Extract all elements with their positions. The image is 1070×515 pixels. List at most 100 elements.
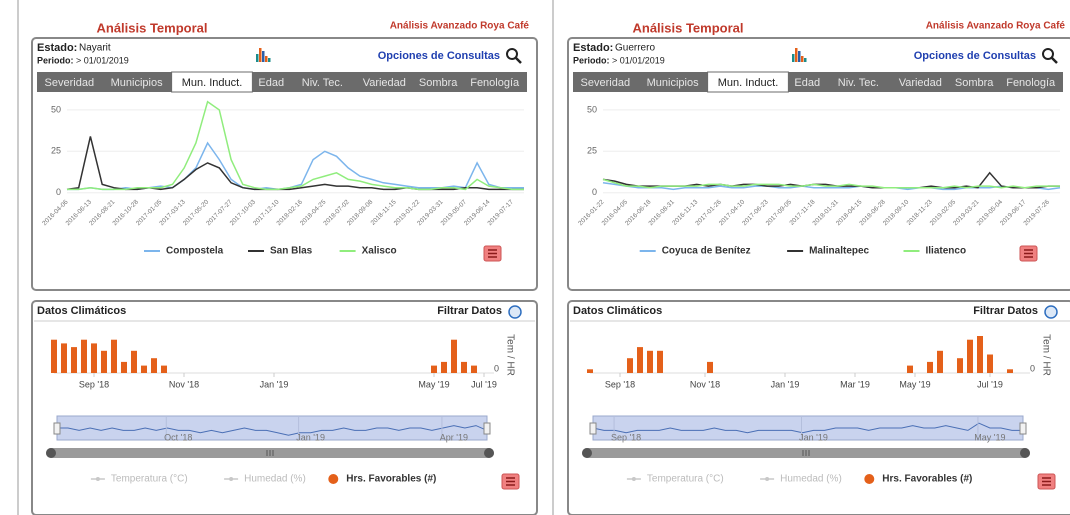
tab[interactable]: Edad — [794, 77, 820, 89]
search-icon[interactable] — [515, 57, 522, 64]
series-line — [67, 100, 524, 191]
bar — [151, 358, 157, 373]
chart-icon — [792, 54, 795, 62]
options-link[interactable]: Opciones de Consultas — [378, 50, 500, 62]
tab-bar — [37, 72, 527, 92]
legend-swatch — [95, 477, 100, 481]
legend-label[interactable]: San Blas — [270, 246, 313, 257]
estado-label: Estado: — [573, 42, 613, 54]
legend-swatch — [765, 477, 770, 481]
tab[interactable]: Niv. Tec. — [838, 77, 879, 89]
tab[interactable]: Sombra — [955, 77, 994, 89]
legend-label[interactable]: Temperatura (°C) — [111, 474, 188, 485]
chart-icon — [804, 58, 807, 62]
series-line — [602, 182, 1061, 191]
tab[interactable]: Severidad — [581, 77, 631, 89]
chart-icon — [268, 58, 271, 62]
tab[interactable]: Municipios — [647, 77, 699, 89]
tab[interactable]: Sombra — [419, 77, 458, 89]
bar — [927, 361, 933, 373]
series-line — [602, 178, 1060, 189]
legend-label[interactable]: Humedad (%) — [244, 474, 306, 485]
search-icon[interactable] — [506, 48, 518, 60]
tab[interactable]: Mun. Induct. — [718, 77, 779, 89]
periodo-label: Periodo: — [37, 55, 74, 65]
filter-link[interactable]: Filtrar Datos — [437, 305, 502, 317]
legend-swatch — [864, 474, 875, 484]
navigator-line — [592, 422, 1023, 434]
tab-active[interactable] — [171, 71, 253, 93]
chart-icon — [256, 54, 259, 62]
legend-label[interactable]: Temperatura (°C) — [647, 474, 724, 485]
x-tick-label: Jan '19 — [771, 379, 800, 389]
bar — [71, 347, 77, 373]
navigator-handle[interactable] — [483, 422, 491, 435]
brand: Análisis Avanzado Roya Café — [926, 21, 1066, 32]
chart-box — [31, 37, 538, 291]
legend-label[interactable]: Hrs. Favorables (#) — [346, 474, 436, 485]
x-tick-label: Sep '18 — [605, 379, 635, 389]
y-tick-label: 0 — [592, 187, 597, 197]
navigator-handle[interactable] — [589, 422, 597, 435]
scroll-arrow[interactable] — [1020, 448, 1030, 458]
section-title: Análisis Temporal — [96, 20, 207, 35]
tab[interactable]: Fenología — [470, 77, 520, 89]
tab[interactable]: Mun. Induct. — [182, 77, 243, 89]
legend-label[interactable]: Xalisco — [362, 246, 397, 257]
scroll-arrow[interactable] — [46, 448, 56, 458]
search-icon[interactable] — [1042, 48, 1054, 60]
x-tick-label: Sep '18 — [79, 379, 109, 389]
legend-swatch — [328, 474, 339, 484]
tab[interactable]: Edad — [258, 77, 284, 89]
bar — [707, 361, 713, 373]
navigator-label: Jan '19 — [799, 432, 828, 442]
tab[interactable]: Municipios — [111, 77, 163, 89]
tab-bar — [573, 72, 1063, 92]
bar — [987, 354, 993, 373]
search-icon[interactable] — [1051, 57, 1058, 64]
legend-label[interactable]: Compostela — [166, 246, 224, 257]
x-tick-label: Jul '19 — [471, 379, 497, 389]
bar — [61, 343, 67, 373]
scroll-arrow[interactable] — [484, 448, 494, 458]
tab[interactable]: Fenología — [1006, 77, 1056, 89]
bar — [451, 339, 457, 373]
x-tick-label: Mar '19 — [840, 379, 870, 389]
tab[interactable]: Niv. Tec. — [302, 77, 343, 89]
chart-icon — [265, 56, 268, 62]
legend-swatch — [229, 477, 234, 481]
tab[interactable]: Severidad — [45, 77, 95, 89]
periodo-label: Periodo: — [573, 55, 610, 65]
navigator-handle[interactable] — [53, 422, 61, 435]
brand: Análisis Avanzado Roya Café — [390, 21, 530, 32]
bar — [1007, 369, 1013, 373]
bar — [637, 347, 643, 373]
legend-label[interactable]: Malinaltepec — [809, 246, 869, 257]
y-tick-label: 0 — [1030, 363, 1035, 373]
chart-icon — [795, 48, 798, 62]
bar — [461, 361, 467, 373]
y-tick-label: 0 — [56, 187, 61, 197]
chart-icon — [801, 56, 804, 62]
navigator-handle[interactable] — [1019, 422, 1027, 435]
tab[interactable]: Variedad — [899, 77, 942, 89]
filter-icon[interactable] — [508, 305, 522, 319]
bar — [937, 350, 943, 373]
series-line — [66, 136, 524, 191]
climate-title: Datos Climáticos — [37, 305, 126, 317]
tab-active[interactable] — [707, 71, 789, 93]
legend-label[interactable]: Coyuca de Benítez — [662, 246, 751, 257]
y-axis-label: Tem / HR — [504, 334, 515, 376]
scroll-arrow[interactable] — [582, 448, 592, 458]
filter-icon[interactable] — [1044, 305, 1058, 319]
filter-link[interactable]: Filtrar Datos — [973, 305, 1038, 317]
options-link[interactable]: Opciones de Consultas — [914, 50, 1036, 62]
legend-label[interactable]: Iliatenco — [926, 246, 967, 257]
climate-title: Datos Climáticos — [573, 305, 662, 317]
y-tick-label: 25 — [51, 146, 61, 156]
bar — [141, 365, 147, 373]
legend-label[interactable]: Hrs. Favorables (#) — [882, 474, 972, 485]
tab[interactable]: Variedad — [363, 77, 406, 89]
legend-label[interactable]: Humedad (%) — [780, 474, 842, 485]
estado: Nayarit — [79, 43, 111, 54]
